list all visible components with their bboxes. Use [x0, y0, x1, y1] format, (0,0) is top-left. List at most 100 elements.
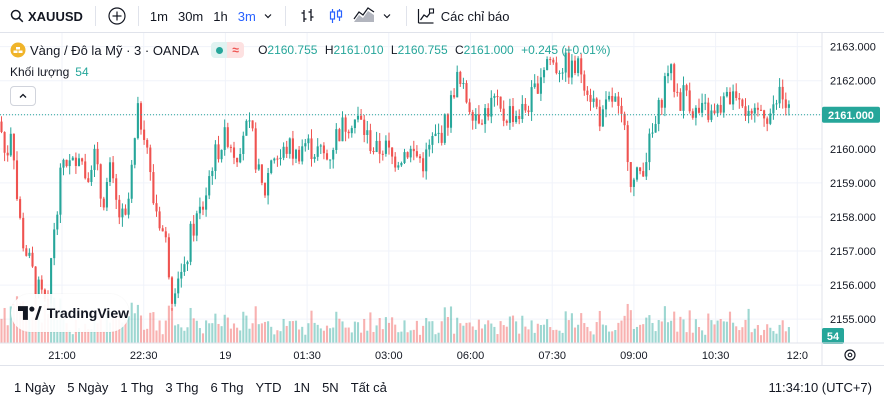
candle-body — [394, 156, 397, 168]
volume-bar — [211, 323, 214, 343]
volume-bar — [174, 325, 177, 343]
volume-bar — [735, 326, 738, 343]
volume-bar — [515, 321, 518, 343]
tradingview-logo[interactable]: TradingView — [11, 294, 129, 332]
volume-bar — [456, 317, 459, 343]
toolbar-separator — [137, 6, 139, 26]
candle-body — [685, 85, 688, 91]
interval-1m[interactable]: 1m — [149, 8, 168, 24]
high-value: 2161.010 — [333, 43, 384, 57]
market-status-badge[interactable]: ≈ — [211, 42, 245, 58]
volume-bar — [205, 320, 208, 343]
candle-body — [236, 157, 239, 163]
volume-bar — [319, 328, 322, 343]
volume-bar — [558, 330, 561, 343]
volume-bar — [186, 327, 189, 343]
volume-bar — [316, 324, 319, 343]
range-5y[interactable]: 5N — [322, 380, 339, 395]
high-label: H — [324, 43, 334, 57]
volume-bar — [688, 310, 691, 343]
volume-bar — [65, 323, 68, 343]
volume-bar — [552, 330, 555, 343]
candle-body — [12, 133, 15, 161]
settings-icon[interactable] — [844, 349, 856, 361]
volume-bar — [670, 320, 673, 343]
tradingview-logo-text: TradingView — [46, 305, 129, 321]
volume-bar — [192, 318, 195, 343]
price-scale[interactable] — [822, 33, 884, 343]
candle-body — [477, 114, 480, 124]
volume-label: Khối lượng — [10, 65, 70, 79]
chevron-down-icon[interactable] — [382, 11, 392, 21]
date-range-group: 1 Ngày 5 Ngày 1 Thg 3 Thg 6 Thg YTD 1N 5… — [0, 380, 393, 395]
range-6m[interactable]: 6 Thg — [210, 380, 244, 395]
collapse-legend-button[interactable] — [10, 86, 36, 106]
candle-body — [564, 52, 567, 73]
candle-body — [189, 223, 192, 262]
volume-bar — [0, 318, 3, 343]
candle-body — [480, 123, 484, 125]
volume-bar — [530, 320, 533, 343]
volume-bar — [763, 329, 766, 343]
candle-body — [654, 124, 657, 133]
volume-bar — [360, 332, 363, 343]
volume-bar — [769, 327, 772, 343]
candle-body — [40, 279, 43, 290]
candle-body — [50, 258, 53, 301]
range-5d[interactable]: 5 Ngày — [67, 380, 109, 395]
candle-body — [381, 153, 384, 155]
compare-button[interactable] — [96, 0, 138, 33]
legend-title[interactable]: Vàng / Đô la Mỹ · 3 · OANDA — [30, 42, 200, 58]
range-ytd[interactable]: YTD — [255, 380, 282, 395]
volume-bar — [307, 323, 310, 343]
volume-bar — [84, 323, 87, 343]
clock-timezone[interactable]: 11:34:10 (UTC+7) — [768, 380, 872, 395]
candle-body — [143, 129, 146, 140]
volume-bar — [263, 321, 267, 343]
candle-body — [102, 198, 105, 208]
candles-icon[interactable] — [327, 7, 345, 25]
candle-body — [403, 152, 406, 163]
volume-bar — [400, 331, 403, 343]
volume-legend[interactable]: Khối lượng 54 — [10, 65, 89, 79]
candle-body — [232, 147, 236, 158]
candle-body — [304, 143, 307, 147]
price-axis-labels: 2163.000 2162.000 2161.000 2160.000 2159.000… — [830, 42, 876, 327]
interval-3m[interactable]: 3m — [237, 8, 256, 24]
volume-bar — [325, 325, 329, 343]
candle-body — [573, 60, 577, 74]
candle-body — [19, 199, 22, 218]
time-tick-label: 10:30 — [702, 350, 730, 362]
volume-bar — [366, 330, 369, 343]
candle-body — [697, 107, 701, 113]
candle-body — [307, 138, 310, 144]
candle-body — [567, 52, 570, 78]
chevron-down-icon[interactable] — [263, 11, 273, 21]
candle-body — [270, 160, 273, 173]
candle-body — [170, 277, 174, 304]
interval-30m[interactable]: 30m — [177, 8, 204, 24]
volume-bar — [347, 327, 350, 343]
volume-bar — [344, 327, 347, 343]
candle-body — [753, 107, 756, 114]
volume-bar — [759, 335, 763, 343]
range-all[interactable]: Tất cả — [350, 380, 387, 395]
candle-body — [713, 110, 716, 114]
range-1y[interactable]: 1N — [293, 380, 311, 395]
interval-1h[interactable]: 1h — [213, 8, 228, 24]
volume-bar — [437, 332, 440, 343]
area-chart-icon[interactable] — [353, 7, 375, 25]
volume-bar — [477, 319, 480, 343]
bar-chart-icon[interactable] — [299, 7, 317, 25]
candle-body — [124, 208, 127, 215]
symbol-search[interactable]: XAUUSD — [0, 0, 95, 33]
candle-body — [257, 164, 260, 170]
range-3m[interactable]: 3 Thg — [165, 380, 199, 395]
indicators-button[interactable]: Các chỉ báo — [407, 0, 520, 33]
range-1d[interactable]: 1 Ngày — [14, 380, 56, 395]
candle-body — [198, 206, 201, 214]
price-chart[interactable]: 2163.000 2162.000 2161.000 2160.000 2159.000… — [0, 33, 884, 365]
volume-bar — [310, 310, 313, 343]
volume-bar — [608, 331, 611, 343]
range-1m[interactable]: 1 Thg — [120, 380, 154, 395]
